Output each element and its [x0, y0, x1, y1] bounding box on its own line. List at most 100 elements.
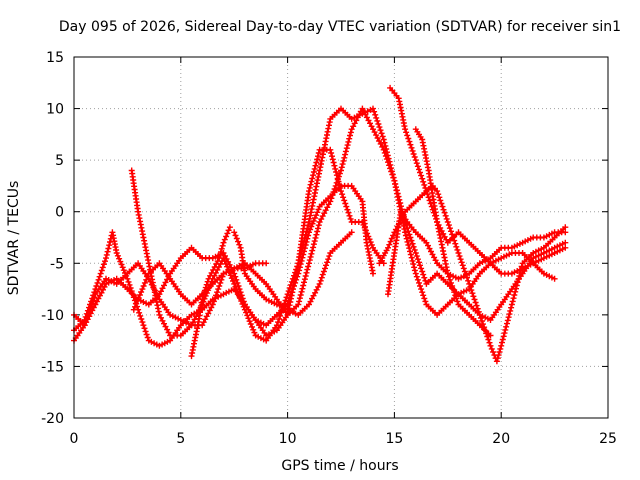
data-point-marker — [124, 275, 131, 282]
data-point-marker — [125, 278, 132, 285]
data-point-marker — [273, 322, 280, 329]
data-point-marker — [388, 168, 395, 175]
data-point-marker — [293, 266, 300, 273]
data-point-marker — [318, 274, 325, 281]
data-point-marker — [83, 316, 90, 322]
data-point-marker — [315, 153, 321, 160]
data-point-marker — [302, 273, 309, 279]
data-point-marker — [422, 298, 429, 305]
data-point-marker — [136, 292, 143, 298]
data-point-marker — [450, 286, 457, 293]
data-point-marker — [405, 242, 412, 248]
data-point-marker — [512, 288, 519, 295]
data-point-marker — [304, 266, 311, 273]
data-point-marker — [316, 280, 323, 287]
data-point-marker — [144, 253, 151, 260]
data-point-marker — [562, 244, 569, 251]
data-point-marker — [382, 142, 389, 149]
x-axis-title: GPS time / hours — [281, 458, 398, 474]
data-point-marker — [89, 300, 96, 307]
data-point-marker — [343, 145, 350, 152]
y-tick-label: 15 — [46, 50, 64, 66]
data-point-marker — [410, 243, 417, 250]
data-point-marker — [141, 279, 148, 286]
y-tick-label: -15 — [41, 359, 64, 375]
data-point-marker — [384, 149, 390, 156]
data-point-marker — [476, 311, 483, 318]
data-point-marker — [496, 349, 503, 355]
data-point-marker — [488, 345, 495, 352]
data-point-marker — [402, 229, 409, 236]
data-point-marker — [224, 263, 231, 270]
data-point-marker — [412, 270, 419, 277]
data-point-marker — [562, 239, 569, 246]
series-line — [389, 86, 567, 275]
data-point-marker — [304, 225, 311, 232]
data-point-marker — [227, 272, 234, 279]
data-point-marker — [235, 238, 241, 245]
data-point-marker — [201, 287, 208, 294]
data-point-marker — [402, 126, 409, 133]
data-point-marker — [451, 289, 458, 296]
data-point-marker — [386, 158, 393, 165]
data-point-marker — [216, 283, 223, 289]
data-point-marker — [383, 146, 390, 152]
data-point-marker — [388, 235, 395, 242]
data-point-marker — [100, 261, 107, 268]
data-point-marker — [331, 162, 338, 169]
data-point-marker — [466, 280, 473, 287]
data-point-marker — [485, 336, 492, 343]
data-point-marker — [312, 162, 319, 169]
chart-title: Day 095 of 2026, Sidereal Day-to-day VTE… — [59, 19, 621, 35]
data-point-marker — [434, 188, 441, 195]
series-track-8 — [376, 182, 569, 365]
data-point-marker — [423, 188, 430, 195]
data-point-marker — [282, 297, 289, 304]
data-point-marker — [427, 200, 434, 207]
data-point-marker — [144, 334, 151, 341]
data-point-marker — [140, 283, 147, 289]
data-point-marker — [95, 276, 102, 283]
data-point-marker — [342, 200, 349, 207]
data-point-marker — [407, 251, 414, 258]
data-point-marker — [238, 298, 245, 305]
data-point-marker — [374, 117, 381, 124]
data-point-marker — [446, 225, 453, 232]
data-point-marker — [251, 329, 258, 336]
data-point-marker — [359, 219, 366, 225]
data-point-marker — [420, 178, 427, 185]
data-point-marker — [292, 269, 299, 276]
data-point-marker — [413, 160, 420, 167]
data-point-marker — [453, 295, 460, 302]
data-point-marker — [460, 265, 467, 272]
data-point-marker — [445, 222, 452, 229]
data-point-marker — [420, 292, 427, 299]
data-point-marker — [328, 150, 335, 156]
data-point-marker — [414, 276, 421, 283]
data-point-marker — [215, 286, 222, 293]
data-point-marker — [385, 155, 392, 162]
data-point-marker — [232, 273, 239, 280]
data-point-marker — [418, 265, 425, 272]
data-point-marker — [403, 129, 410, 136]
data-point-marker — [286, 285, 293, 291]
data-point-marker — [377, 127, 384, 134]
data-point-marker — [405, 135, 412, 142]
series-track-3 — [71, 105, 569, 329]
data-point-marker — [407, 141, 414, 148]
data-point-marker — [339, 161, 346, 168]
data-point-marker — [129, 291, 136, 298]
data-point-marker — [217, 279, 224, 286]
data-point-marker — [341, 197, 348, 204]
data-point-marker — [326, 253, 333, 260]
data-point-marker — [305, 263, 312, 270]
data-point-marker — [301, 234, 308, 241]
data-point-marker — [385, 244, 391, 251]
data-point-marker — [314, 209, 321, 216]
data-point-marker — [409, 257, 416, 264]
data-point-marker — [221, 258, 228, 264]
y-tick-label: -20 — [41, 411, 64, 427]
data-point-marker — [322, 265, 328, 272]
data-point-marker — [226, 224, 233, 231]
data-point-marker — [461, 268, 468, 275]
